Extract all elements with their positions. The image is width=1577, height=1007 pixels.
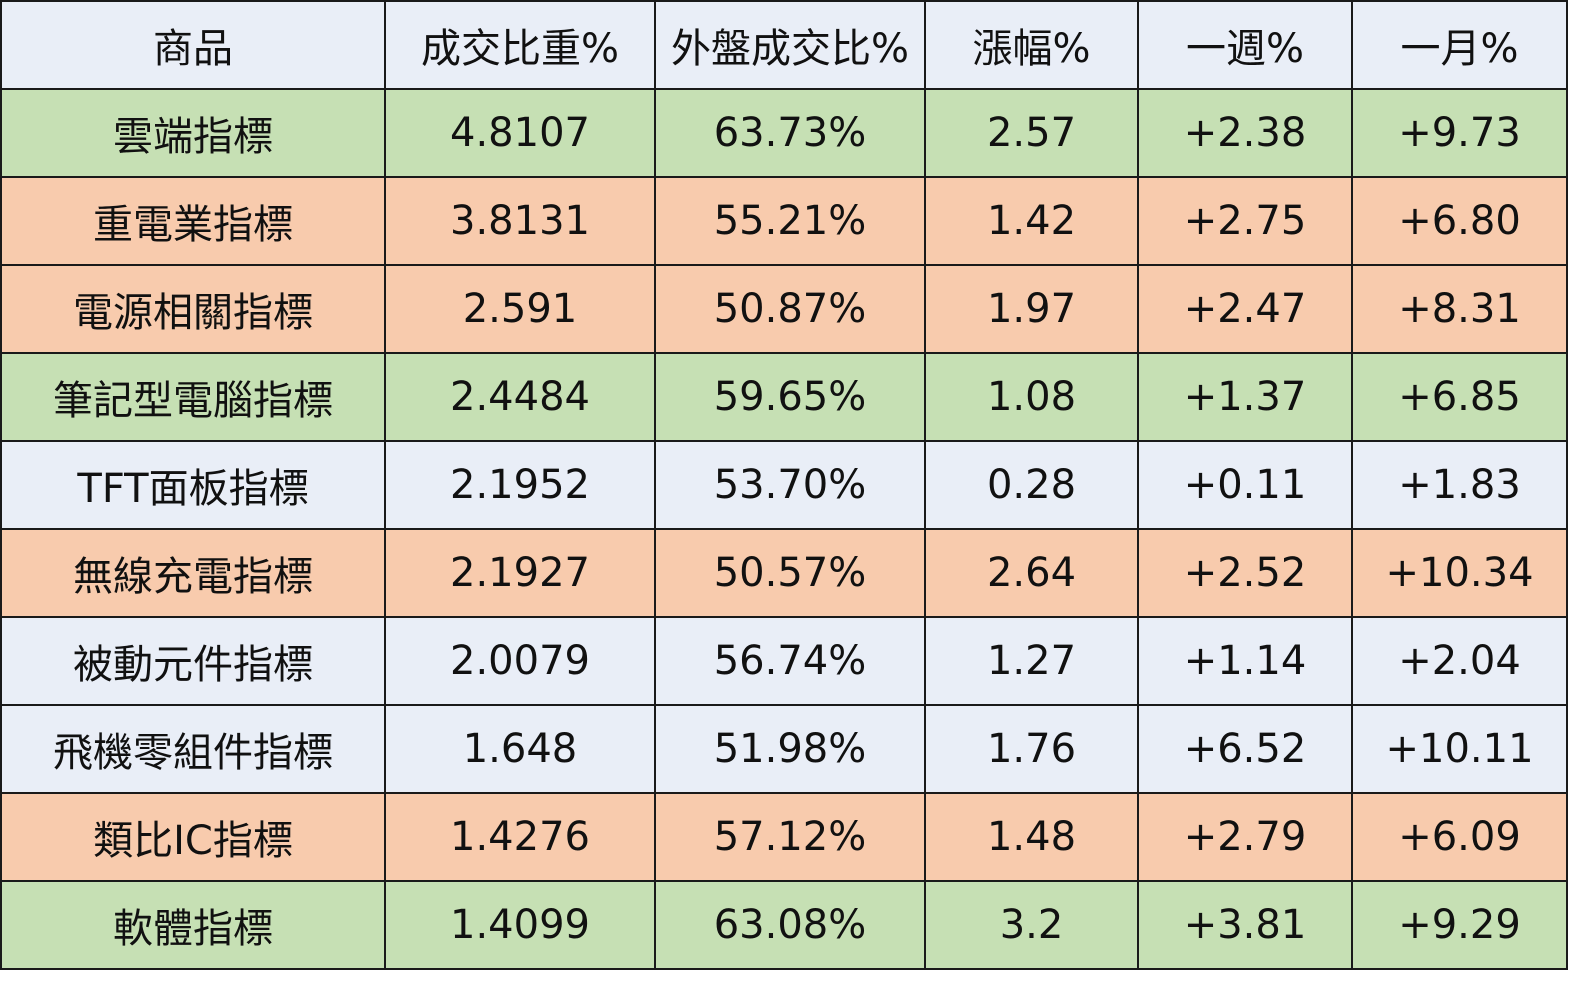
cell-week: +3.81	[1137, 880, 1353, 970]
cell-week: +6.52	[1137, 704, 1353, 794]
header-change: 漲幅%	[924, 0, 1139, 90]
cell-volume-share: 2.1927	[384, 528, 656, 618]
cell-month: +8.31	[1351, 264, 1568, 354]
cell-week: +1.14	[1137, 616, 1353, 706]
header-volume-share: 成交比重%	[384, 0, 656, 90]
table-row: 雲端指標 4.8107 63.73% 2.57 +2.38 +9.73	[0, 88, 1568, 178]
cell-volume-share: 2.0079	[384, 616, 656, 706]
cell-change: 2.57	[924, 88, 1139, 178]
cell-product: 類比IC指標	[0, 792, 386, 882]
cell-product: 被動元件指標	[0, 616, 386, 706]
table-row: 電源相關指標 2.591 50.87% 1.97 +2.47 +8.31	[0, 264, 1568, 354]
cell-week: +2.79	[1137, 792, 1353, 882]
cell-product: TFT面板指標	[0, 440, 386, 530]
cell-month: +2.04	[1351, 616, 1568, 706]
header-row: 商品 成交比重% 外盤成交比% 漲幅% 一週% 一月%	[0, 0, 1568, 90]
cell-change: 1.08	[924, 352, 1139, 442]
cell-product: 雲端指標	[0, 88, 386, 178]
cell-change: 1.27	[924, 616, 1139, 706]
cell-outer-ratio: 59.65%	[654, 352, 926, 442]
table-row: 飛機零組件指標 1.648 51.98% 1.76 +6.52 +10.11	[0, 704, 1568, 794]
cell-month: +1.83	[1351, 440, 1568, 530]
table-row: TFT面板指標 2.1952 53.70% 0.28 +0.11 +1.83	[0, 440, 1568, 530]
cell-outer-ratio: 63.73%	[654, 88, 926, 178]
cell-volume-share: 1.648	[384, 704, 656, 794]
cell-week: +0.11	[1137, 440, 1353, 530]
cell-product: 筆記型電腦指標	[0, 352, 386, 442]
header-month: 一月%	[1351, 0, 1568, 90]
cell-product: 重電業指標	[0, 176, 386, 266]
cell-change: 0.28	[924, 440, 1139, 530]
cell-week: +2.38	[1137, 88, 1353, 178]
cell-week: +2.47	[1137, 264, 1353, 354]
cell-volume-share: 3.8131	[384, 176, 656, 266]
cell-month: +9.29	[1351, 880, 1568, 970]
cell-outer-ratio: 51.98%	[654, 704, 926, 794]
cell-week: +2.75	[1137, 176, 1353, 266]
cell-volume-share: 1.4099	[384, 880, 656, 970]
cell-month: +6.85	[1351, 352, 1568, 442]
index-table: 商品 成交比重% 外盤成交比% 漲幅% 一週% 一月% 雲端指標 4.8107 …	[0, 0, 1568, 970]
cell-week: +1.37	[1137, 352, 1353, 442]
cell-volume-share: 4.8107	[384, 88, 656, 178]
cell-product: 軟體指標	[0, 880, 386, 970]
table-row: 重電業指標 3.8131 55.21% 1.42 +2.75 +6.80	[0, 176, 1568, 266]
table-body: 雲端指標 4.8107 63.73% 2.57 +2.38 +9.73 重電業指…	[0, 88, 1568, 970]
cell-volume-share: 2.4484	[384, 352, 656, 442]
cell-change: 3.2	[924, 880, 1139, 970]
cell-change: 1.42	[924, 176, 1139, 266]
header-product: 商品	[0, 0, 386, 90]
cell-change: 1.76	[924, 704, 1139, 794]
header-outer-ratio: 外盤成交比%	[654, 0, 926, 90]
cell-volume-share: 2.1952	[384, 440, 656, 530]
cell-month: +10.11	[1351, 704, 1568, 794]
cell-volume-share: 1.4276	[384, 792, 656, 882]
cell-month: +6.80	[1351, 176, 1568, 266]
header-week: 一週%	[1137, 0, 1353, 90]
cell-product: 飛機零組件指標	[0, 704, 386, 794]
cell-change: 1.48	[924, 792, 1139, 882]
cell-outer-ratio: 56.74%	[654, 616, 926, 706]
cell-outer-ratio: 55.21%	[654, 176, 926, 266]
cell-outer-ratio: 57.12%	[654, 792, 926, 882]
table-row: 被動元件指標 2.0079 56.74% 1.27 +1.14 +2.04	[0, 616, 1568, 706]
cell-change: 2.64	[924, 528, 1139, 618]
table-row: 軟體指標 1.4099 63.08% 3.2 +3.81 +9.29	[0, 880, 1568, 970]
table-row: 無線充電指標 2.1927 50.57% 2.64 +2.52 +10.34	[0, 528, 1568, 618]
cell-outer-ratio: 50.57%	[654, 528, 926, 618]
cell-month: +9.73	[1351, 88, 1568, 178]
cell-volume-share: 2.591	[384, 264, 656, 354]
cell-outer-ratio: 63.08%	[654, 880, 926, 970]
cell-month: +10.34	[1351, 528, 1568, 618]
cell-product: 無線充電指標	[0, 528, 386, 618]
table-row: 類比IC指標 1.4276 57.12% 1.48 +2.79 +6.09	[0, 792, 1568, 882]
cell-product: 電源相關指標	[0, 264, 386, 354]
cell-change: 1.97	[924, 264, 1139, 354]
cell-outer-ratio: 53.70%	[654, 440, 926, 530]
table-row: 筆記型電腦指標 2.4484 59.65% 1.08 +1.37 +6.85	[0, 352, 1568, 442]
cell-week: +2.52	[1137, 528, 1353, 618]
cell-outer-ratio: 50.87%	[654, 264, 926, 354]
cell-month: +6.09	[1351, 792, 1568, 882]
